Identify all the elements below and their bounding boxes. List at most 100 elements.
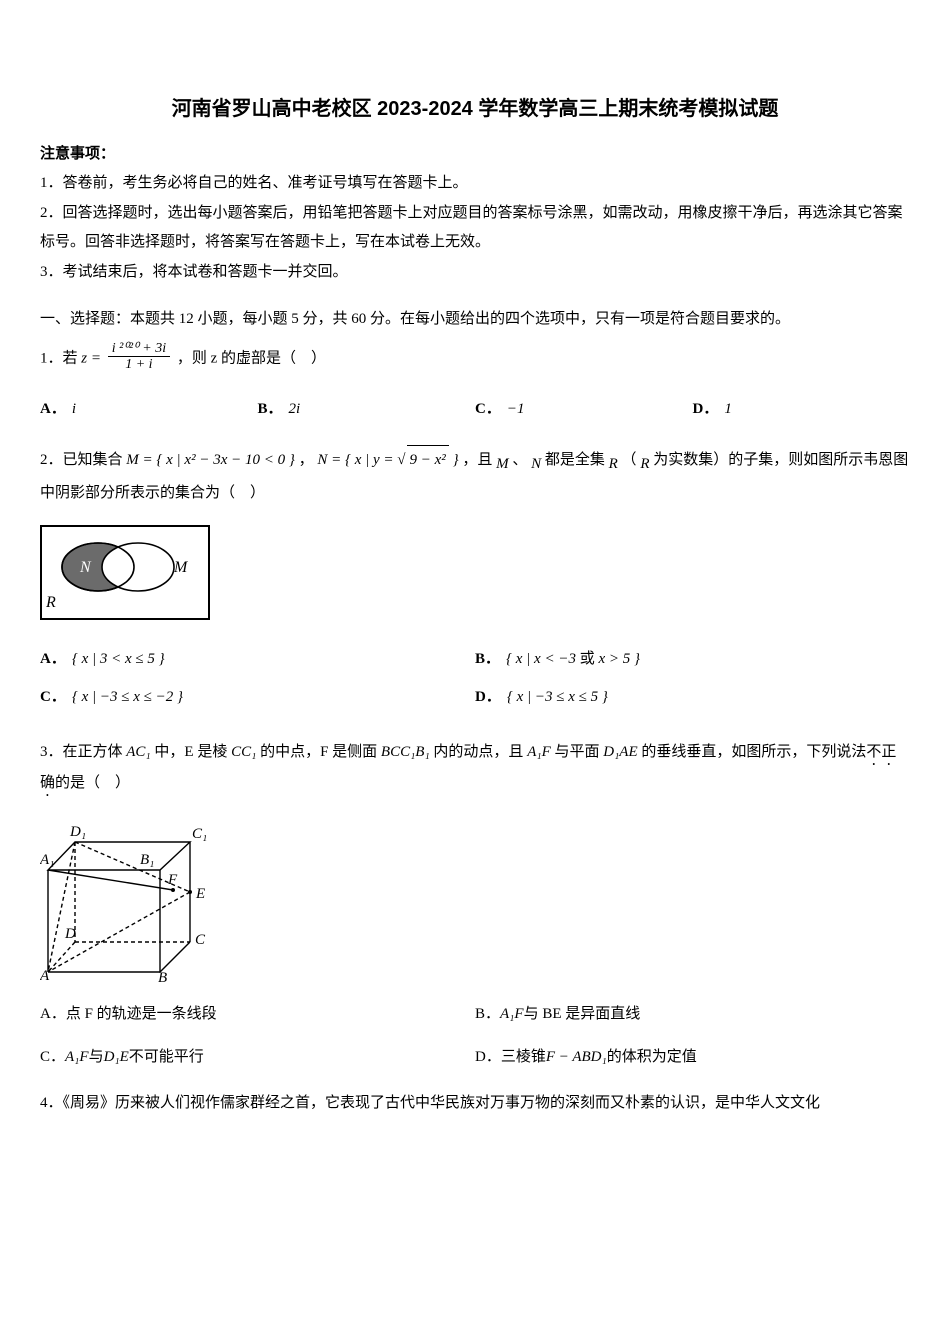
q1-opt-a[interactable]: A．i — [40, 395, 258, 424]
q3-options-2: C． A₁F 与 D₁E 不可能平行 D．三棱锥 F − ABD₁ 的体积为定值 — [40, 1043, 910, 1072]
q3-BCC1B1: BCC₁B₁ — [381, 744, 430, 760]
lbl-C1: C₁ — [192, 826, 207, 842]
q2-opt-c-val: { x | −3 ≤ x ≤ −2 } — [72, 683, 183, 712]
opt-label: B． — [475, 645, 500, 674]
q2-R-sym2: R — [640, 456, 649, 472]
q3-opt-d-f: F − ABD₁ — [546, 1043, 607, 1072]
q3-opt-c-mid: 与 — [89, 1043, 104, 1072]
lbl-A: A — [40, 968, 50, 982]
q3-opt-c-post: 不可能平行 — [129, 1043, 204, 1072]
q4-stem: 4．《周易》历来被人们视作儒家群经之首，它表现了古代中华民族对万事万物的深刻而又… — [40, 1089, 910, 1118]
q3-stem: 3．在正方体 AC₁ 中，E 是棱 CC₁ 的中点，F 是侧面 BCC₁B₁ 内… — [40, 738, 910, 800]
q3-A1F: A₁F — [527, 744, 551, 760]
q1-opt-a-val: i — [72, 395, 76, 424]
q2-opt-d[interactable]: D．{ x | −3 ≤ x ≤ 5 } — [475, 683, 910, 712]
venn-M-label: M — [174, 553, 187, 583]
q1-frac-den: 1 + i — [108, 357, 170, 372]
opt-label: A． — [40, 645, 66, 674]
q2-N-post: } — [449, 452, 459, 468]
q3-opt-c-f1: A₁F — [65, 1043, 89, 1072]
notice-line-3: 3．考试结束后，将本试卷和答题卡一并交回。 — [40, 258, 910, 287]
q2-M-def: M = { x | x² − 3x − 10 < 0 } — [126, 452, 295, 468]
cube-figure: D₁ C₁ A₁ B₁ E F D C A B — [40, 812, 910, 993]
question-4: 4．《周易》历来被人们视作儒家群经之首，它表现了古代中华民族对万事万物的深刻而又… — [40, 1089, 910, 1118]
lbl-D1: D₁ — [69, 824, 86, 840]
q2-options: A．{ x | 3 < x ≤ 5 } B．{ x | x < −3 或 x >… — [40, 645, 910, 722]
section-1-heading: 一、选择题：本题共 12 小题，每小题 5 分，共 60 分。在每小题给出的四个… — [40, 305, 910, 334]
sqrt-sign: √ — [397, 452, 405, 468]
q2-N-def: N = { x | y = √9 − x² } — [317, 452, 462, 468]
q1-opt-d-val: 1 — [724, 395, 732, 424]
venn-svg — [54, 535, 194, 601]
venn-R-label: R — [46, 588, 56, 618]
q3-D1AE: D₁AE — [603, 744, 637, 760]
q3-pre: 3．在正方体 — [40, 744, 126, 760]
q3-opt-c-f2: D₁E — [104, 1043, 129, 1072]
lbl-E: E — [195, 886, 205, 902]
q3-options: A．点 F 的轨迹是一条线段 B． A₁F 与 BE 是异面直线 — [40, 1000, 910, 1029]
q3-opt-d-post: 的体积为定值 — [607, 1043, 697, 1072]
lbl-B: B — [158, 970, 167, 982]
q1-stem-post: ，则 z 的虚部是（ ） — [177, 350, 326, 366]
opt-label: C． — [475, 395, 501, 424]
q2-opt-b-post: x > 5 } — [595, 651, 640, 667]
q2-opt-b-pre: { x | x < −3 — [506, 651, 580, 667]
cube-svg: D₁ C₁ A₁ B₁ E F D C A B — [40, 812, 230, 982]
q1-opt-d[interactable]: D．1 — [693, 395, 911, 424]
q1-z: z — [81, 350, 87, 366]
q2-R-sym: R — [609, 456, 618, 472]
notice-line-1: 1．答卷前，考生务必将自己的姓名、准考证号填写在答题卡上。 — [40, 169, 910, 198]
q2-opt-b[interactable]: B．{ x | x < −3 或 x > 5 } — [475, 645, 910, 674]
q3-opt-c[interactable]: C． A₁F 与 D₁E 不可能平行 — [40, 1043, 475, 1072]
lbl-D: D — [64, 926, 76, 942]
opt-label: A． — [40, 395, 66, 424]
q3-opt-b-f: A₁F — [500, 1000, 524, 1029]
q1-opt-c-val: −1 — [507, 395, 525, 424]
q1-options: A．i B．2i C．−1 D．1 — [40, 395, 910, 424]
q2-N-sqrt: 9 − x² — [407, 445, 449, 475]
venn-N-label: N — [80, 553, 91, 583]
q2-post1: ，且 — [462, 452, 496, 468]
q2-opt-c[interactable]: C．{ x | −3 ≤ x ≤ −2 } — [40, 683, 475, 712]
question-2: 2．已知集合 M = { x | x² − 3x − 10 < 0 } ， N … — [40, 445, 910, 722]
q2-stem-pre: 2．已知集合 — [40, 452, 126, 468]
q3-opt-d-pre: D．三棱锥 — [475, 1043, 546, 1072]
q3-opt-a[interactable]: A．点 F 的轨迹是一条线段 — [40, 1000, 475, 1029]
q3-AC1: AC₁ — [126, 744, 150, 760]
q2-opt-a[interactable]: A．{ x | 3 < x ≤ 5 } — [40, 645, 475, 674]
q2-sep: 、 — [512, 452, 527, 468]
q3-t3: 内的动点，且 — [433, 744, 527, 760]
notice-heading: 注意事项： — [40, 140, 910, 169]
lbl-C: C — [195, 932, 206, 948]
q3-t2: 的中点，F 是侧面 — [260, 744, 381, 760]
q3-opt-a-text: A．点 F 的轨迹是一条线段 — [40, 1000, 217, 1029]
opt-label: D． — [475, 683, 501, 712]
opt-label: D． — [693, 395, 719, 424]
q3-t6: 的是（ ） — [55, 775, 130, 791]
q2-mid: ， — [299, 452, 314, 468]
q3-t4: 与平面 — [554, 744, 603, 760]
q1-opt-b[interactable]: B．2i — [258, 395, 476, 424]
q3-t5: 的垂线垂直，如图所示，下列说法 — [641, 744, 866, 760]
opt-label: C． — [40, 683, 66, 712]
lbl-B1: B₁ — [140, 852, 154, 868]
q1-stem-pre: 1．若 — [40, 350, 78, 366]
page-title: 河南省罗山高中老校区 2023-2024 学年数学高三上期末统考模拟试题 — [40, 90, 910, 128]
q1-frac-num: i ²⁰²⁰ + 3i — [108, 341, 170, 357]
notice-line-2: 2．回答选择题时，选出每小题答案后，用铅笔把答题卡上对应题目的答案标号涂黑，如需… — [40, 199, 910, 256]
opt-label: B． — [258, 395, 283, 424]
q1-fraction: i ²⁰²⁰ + 3i 1 + i — [108, 341, 170, 373]
q3-t1: 中，E 是棱 — [154, 744, 231, 760]
lbl-A1: A₁ — [40, 852, 54, 868]
q2-post2: 都是全集 — [545, 452, 609, 468]
q2-N-pre: N = { x | y = — [317, 452, 397, 468]
q3-opt-b[interactable]: B． A₁F 与 BE 是异面直线 — [475, 1000, 910, 1029]
q1-eq: = — [91, 350, 101, 366]
q2-opt-a-val: { x | 3 < x ≤ 5 } — [72, 645, 165, 674]
question-1: 1．若 z = i ²⁰²⁰ + 3i 1 + i ，则 z 的虚部是（ ） A… — [40, 343, 910, 423]
q3-CC1: CC₁ — [231, 744, 256, 760]
q2-post3: （ — [622, 452, 637, 468]
q1-opt-c[interactable]: C．−1 — [475, 395, 693, 424]
question-3: 3．在正方体 AC₁ 中，E 是棱 CC₁ 的中点，F 是侧面 BCC₁B₁ 内… — [40, 738, 910, 1072]
q3-opt-d[interactable]: D．三棱锥 F − ABD₁ 的体积为定值 — [475, 1043, 910, 1072]
